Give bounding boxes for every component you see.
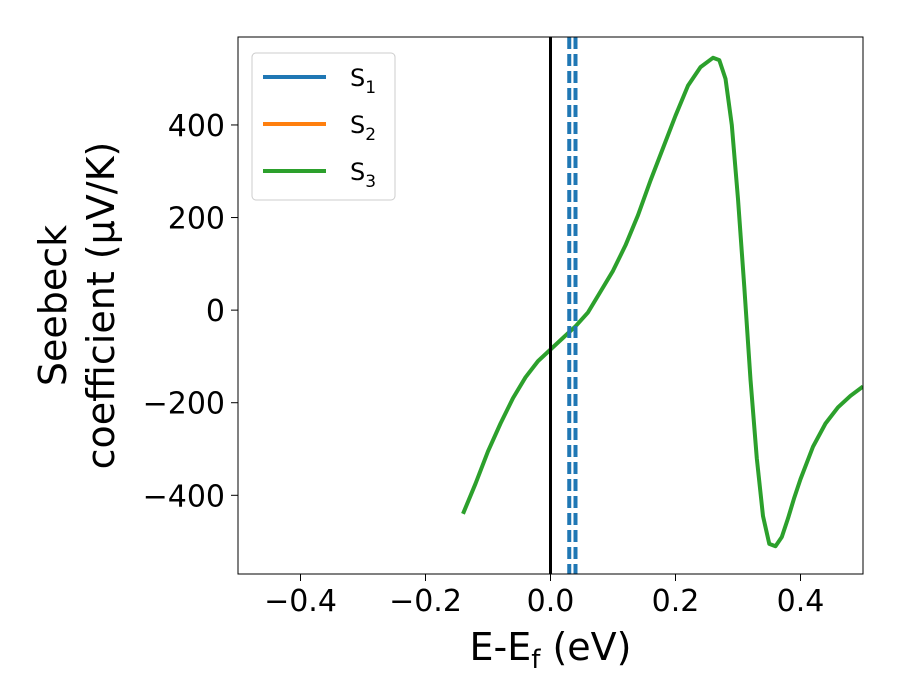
legend-box (251, 52, 396, 201)
y-tick-label: 400 (168, 109, 225, 144)
y-tick-label: −200 (143, 387, 225, 422)
y-tick-label: 200 (168, 202, 225, 237)
plot-clip (461, 37, 863, 574)
y-axis-label: Seebeck coefficient (μV/K) (31, 142, 123, 470)
y-tick-label: 0 (206, 294, 225, 329)
legend: S1 S2 S3 (251, 52, 396, 201)
axis-ticks: −0.4 −0.2 0.0 0.2 0.4 −400 −200 0 200 400 (143, 109, 825, 619)
x-tick-label: 0.4 (777, 584, 825, 619)
y-axis-label-line1: Seebeck (31, 225, 75, 386)
x-tick-label: −0.2 (389, 584, 462, 619)
y-tick-label: −400 (143, 479, 225, 514)
x-tick-label: 0.0 (527, 584, 575, 619)
x-tick-label: 0.2 (652, 584, 700, 619)
x-tick-label: −0.4 (264, 584, 337, 619)
legend-label-s3: S3 (350, 158, 376, 192)
legend-label-s1: S1 (350, 64, 376, 98)
y-axis-label-line2: coefficient (μV/K) (79, 142, 123, 470)
series-line-s3 (461, 55, 863, 549)
x-axis-label: E-Ef (eV) (470, 625, 632, 675)
plot-area (461, 37, 863, 574)
legend-label-s2: S2 (350, 111, 376, 145)
